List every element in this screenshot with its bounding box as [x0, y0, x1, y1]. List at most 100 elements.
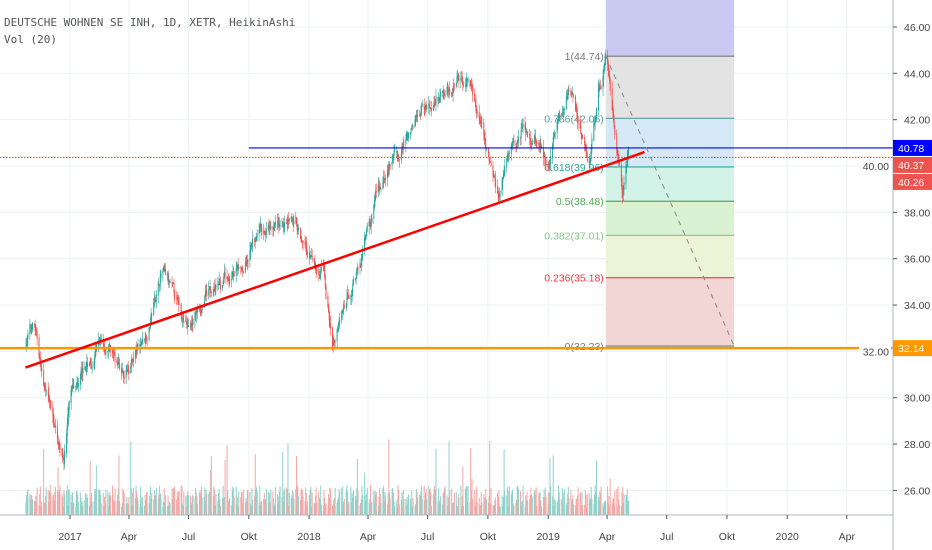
volume-bar: [160, 493, 162, 515]
volume-bar: [487, 502, 489, 515]
volume-bar: [562, 504, 564, 515]
volume-bar: [350, 487, 352, 515]
volume-bar: [264, 500, 266, 515]
volume-bar: [40, 506, 42, 515]
candle-body: [444, 94, 446, 96]
volume-bar: [275, 487, 277, 515]
volume-bar: [466, 501, 468, 515]
candle-body: [103, 343, 105, 347]
candle-body: [504, 166, 506, 172]
volume-bar: [405, 499, 407, 515]
candle-body: [453, 82, 455, 91]
volume-bar: [162, 506, 164, 515]
volume-bar: [538, 492, 540, 515]
candle-body: [67, 414, 69, 428]
volume-bar: [85, 498, 87, 515]
candle-body: [226, 276, 228, 280]
volume-bar: [375, 494, 377, 515]
volume-bar: [401, 492, 403, 515]
volume-bar: [336, 502, 338, 515]
candle-body: [451, 94, 453, 96]
candle-body: [416, 114, 418, 117]
candle-body: [29, 324, 31, 335]
volume-bar: [626, 489, 628, 515]
volume-bar: [192, 495, 194, 515]
candle-body: [123, 371, 125, 379]
candle-body: [251, 243, 253, 248]
candle-body: [597, 87, 599, 111]
volume-bar: [81, 502, 83, 515]
time-tick-label: Apr: [121, 531, 138, 543]
candle-body: [299, 228, 301, 239]
volume-bar: [319, 499, 321, 515]
volume-bar: [151, 492, 153, 515]
volume-bar: [91, 501, 93, 515]
volume-bar: [543, 489, 545, 515]
volume-bar: [388, 439, 390, 515]
volume-bar: [446, 495, 448, 515]
candle-body: [447, 89, 449, 92]
volume-bar: [168, 505, 170, 515]
volume-bar: [26, 491, 28, 515]
volume-bar: [107, 506, 109, 515]
volume-bar: [240, 492, 242, 515]
candle-body: [535, 141, 537, 144]
volume-bar: [324, 503, 326, 515]
volume-bar: [614, 490, 616, 515]
volume-bar: [241, 492, 243, 515]
volume-bar: [442, 504, 444, 515]
volume-bar: [47, 490, 49, 515]
volume-bar: [269, 501, 271, 515]
candle-body: [366, 230, 368, 237]
candle-body: [539, 142, 541, 148]
volume-bar: [311, 506, 313, 515]
volume-bar: [140, 486, 142, 515]
volume-bar: [607, 486, 609, 515]
candle-body: [435, 96, 437, 104]
volume-bar: [259, 504, 261, 515]
volume-bar: [613, 505, 615, 515]
candle-body: [570, 90, 572, 96]
volume-bar: [59, 485, 61, 515]
candle-body: [223, 271, 225, 278]
candle-body: [384, 179, 386, 181]
candle-body: [579, 122, 581, 129]
candle-body: [269, 226, 271, 229]
volume-bar: [172, 488, 174, 515]
volume-bar: [219, 505, 221, 515]
candle-body: [265, 228, 267, 235]
volume-bar: [199, 490, 201, 515]
volume-bar: [68, 489, 70, 515]
volume-bar: [210, 469, 212, 515]
candle-body: [54, 425, 56, 427]
volume-bar: [240, 497, 242, 515]
candle-body: [580, 127, 582, 134]
candle-body: [54, 425, 56, 427]
volume-bar: [288, 505, 290, 515]
candle-body: [272, 227, 274, 230]
candle-body: [571, 93, 573, 95]
volume-bar: [378, 497, 380, 515]
candle-body: [164, 268, 166, 270]
volume-bar: [256, 487, 258, 515]
candle-body: [268, 226, 270, 229]
volume-bar: [444, 486, 446, 515]
volume-bar: [342, 504, 344, 515]
candle-body: [236, 267, 238, 270]
volume-bar: [485, 499, 487, 515]
candle-body: [393, 151, 395, 156]
candle-body: [626, 157, 628, 166]
candle-body: [218, 283, 220, 285]
candle-body: [521, 126, 523, 132]
candle-body: [264, 232, 266, 235]
fib-zone: [605, 277, 735, 347]
candle-body: [361, 257, 363, 260]
volume-bar: [595, 491, 597, 515]
volume-bar: [71, 502, 73, 515]
volume-bar: [548, 492, 550, 515]
candle-body: [176, 298, 178, 300]
volume-bar: [52, 496, 54, 515]
candle-body: [343, 304, 345, 311]
